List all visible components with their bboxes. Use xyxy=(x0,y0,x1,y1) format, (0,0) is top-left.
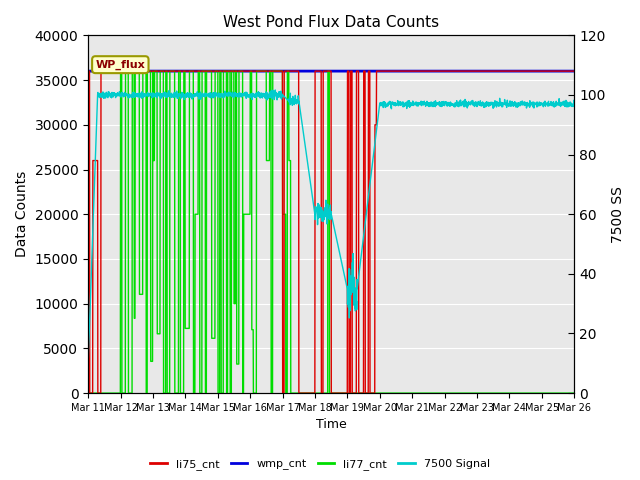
Y-axis label: 7500 SS: 7500 SS xyxy=(611,186,625,243)
Legend: li75_cnt, wmp_cnt, li77_cnt, 7500 Signal: li75_cnt, wmp_cnt, li77_cnt, 7500 Signal xyxy=(146,455,494,474)
Title: West Pond Flux Data Counts: West Pond Flux Data Counts xyxy=(223,15,439,30)
Text: WP_flux: WP_flux xyxy=(95,60,145,70)
X-axis label: Time: Time xyxy=(316,419,346,432)
Y-axis label: Data Counts: Data Counts xyxy=(15,171,29,257)
